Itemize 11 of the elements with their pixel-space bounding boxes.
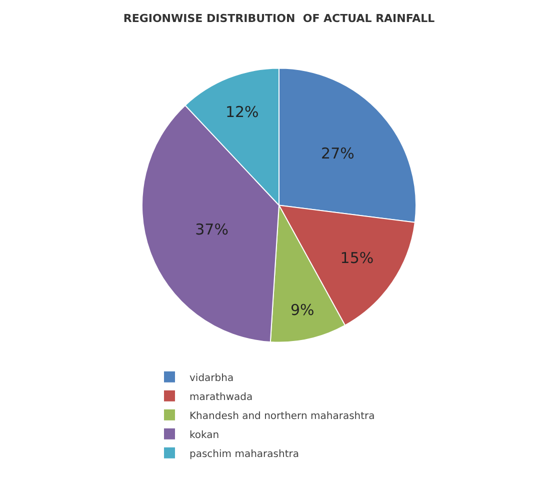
legend-label: kokan xyxy=(190,430,220,441)
data-label: 12% xyxy=(225,103,259,122)
data-label: 27% xyxy=(321,144,354,162)
legend-label: marathwada xyxy=(190,392,253,403)
chart-title: REGIONWISE DISTRIBUTION OF ACTUAL RAINFALL xyxy=(123,12,435,26)
data-label: 9% xyxy=(290,300,314,319)
legend-label: Khandesh and northern maharashtra xyxy=(190,410,375,422)
legend-label: paschim maharashtra xyxy=(190,448,300,460)
data-label: 37% xyxy=(195,220,228,238)
legend-label: vidarbha xyxy=(190,372,234,384)
data-label: 15% xyxy=(340,249,374,268)
